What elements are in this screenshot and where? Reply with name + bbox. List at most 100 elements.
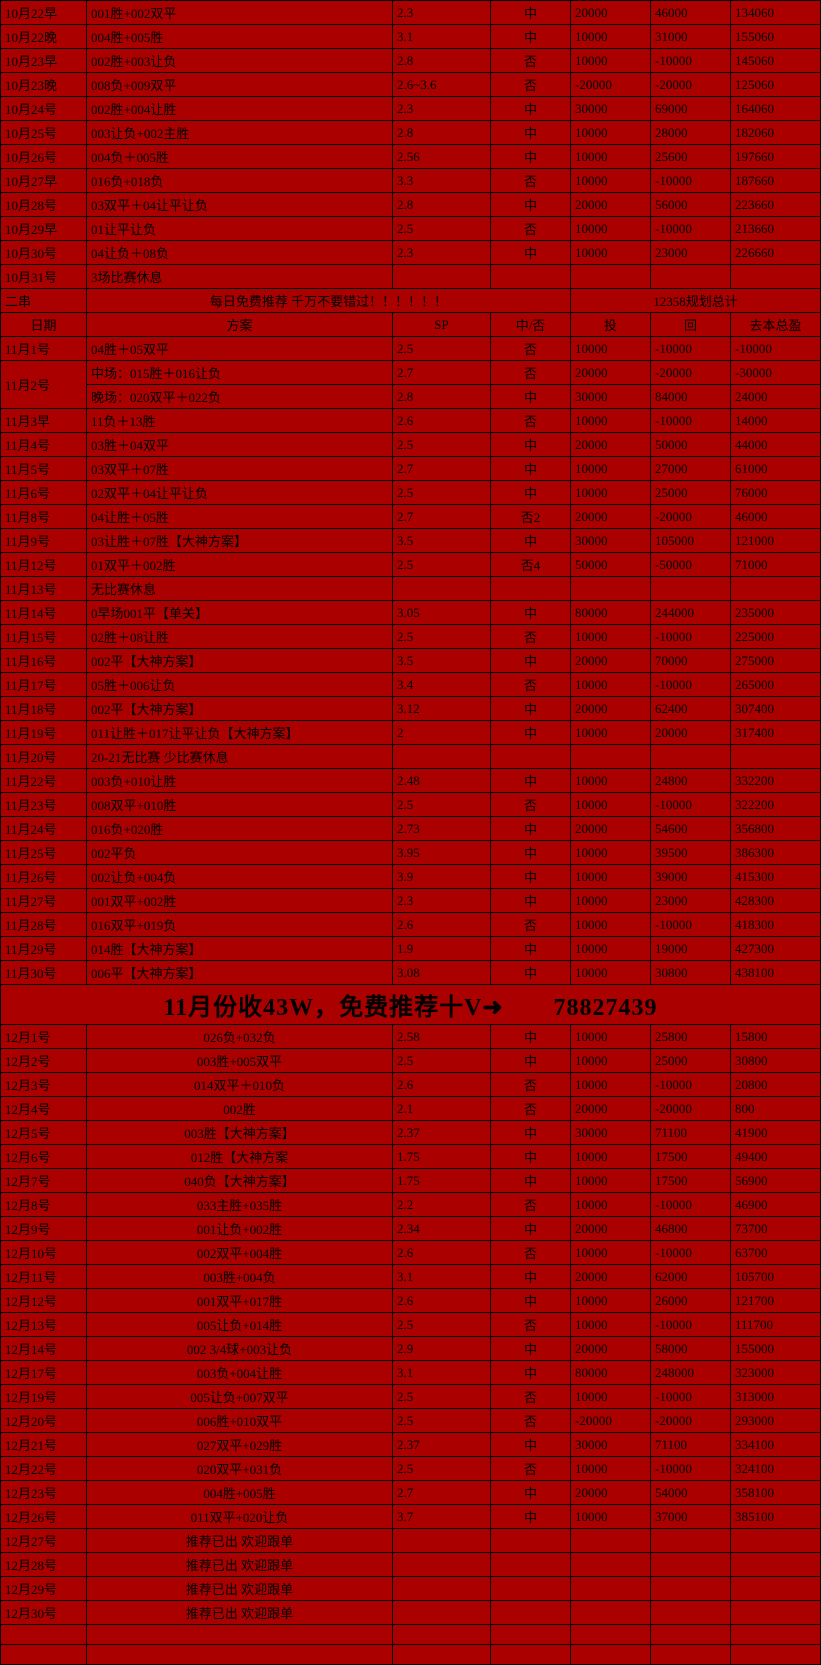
cell: 62000: [651, 1265, 731, 1289]
cell: 10000: [571, 769, 651, 793]
table-row: 12月10号002双平+004胜2.6否10000-1000063700: [1, 1241, 821, 1265]
cell: 293000: [731, 1409, 821, 1433]
cell: 23000: [651, 241, 731, 265]
table-row: 11月14号0早场001平【单关】3.05中80000244000235000: [1, 601, 821, 625]
table-row: 11月13号无比赛休息: [1, 577, 821, 601]
table-row: 12月6号012胜【大神方案1.75中100001750049400: [1, 1145, 821, 1169]
cell: 中: [491, 1049, 571, 1073]
cell: 80000: [571, 601, 651, 625]
cell: 2.73: [393, 817, 491, 841]
cell: 20000: [571, 697, 651, 721]
cell: 54000: [651, 1481, 731, 1505]
cell: 10000: [571, 721, 651, 745]
cell: 46000: [731, 505, 821, 529]
cell: 12月12号: [1, 1289, 87, 1313]
cell: 中: [491, 1337, 571, 1361]
cell: 10000: [571, 1049, 651, 1073]
cell: 04让负＋08负: [87, 241, 393, 265]
cell: [393, 745, 491, 769]
cell: 25800: [651, 1025, 731, 1049]
cell: -10000: [651, 337, 731, 361]
cell: 213660: [731, 217, 821, 241]
cell: 10000: [571, 169, 651, 193]
cell: 20-21无比赛 少比赛休息: [87, 745, 393, 769]
cell: 3.3: [393, 169, 491, 193]
cell: 164060: [731, 97, 821, 121]
cell: 46000: [651, 1, 731, 25]
cell: 11月18号: [1, 697, 87, 721]
table-row: 12月22号020双平+031负2.5否10000-10000324100: [1, 1457, 821, 1481]
cell: 2.5: [393, 1409, 491, 1433]
cell: 248000: [651, 1361, 731, 1385]
cell: 187660: [731, 169, 821, 193]
table-row: 10月25号003让负+002主胜2.8中1000028000182060: [1, 121, 821, 145]
cell: 50000: [571, 553, 651, 577]
cell: 20000: [571, 1481, 651, 1505]
cell: 11月6号: [1, 481, 87, 505]
cell: 12月6号: [1, 1145, 87, 1169]
cell: 否: [491, 913, 571, 937]
cell: 2.3: [393, 97, 491, 121]
cell: 020双平+031负: [87, 1457, 393, 1481]
cell: 105700: [731, 1265, 821, 1289]
table-row: 12月21号027双平+029胜2.37中3000071100334100: [1, 1433, 821, 1457]
cell: 11月5号: [1, 457, 87, 481]
cell: [571, 1529, 651, 1553]
cell: 中: [491, 1, 571, 25]
cell: 0早场001平【单关】: [87, 601, 393, 625]
cell: 003胜【大神方案】: [87, 1121, 393, 1145]
cell: -10000: [651, 1385, 731, 1409]
cell: 否: [491, 1073, 571, 1097]
cell: 中: [491, 1433, 571, 1457]
table-row: 11月30号006平【大神方案】3.08中1000030800438100: [1, 961, 821, 985]
cell: 12月22号: [1, 1457, 87, 1481]
cell: 10月31号: [1, 265, 87, 289]
cell: 2.5: [393, 217, 491, 241]
cell: 2.5: [393, 433, 491, 457]
cell: [731, 745, 821, 769]
cell: 12月23号: [1, 1481, 87, 1505]
cell: 10000: [571, 1289, 651, 1313]
cell: 145060: [731, 49, 821, 73]
cell: 332200: [731, 769, 821, 793]
cell: 中: [491, 241, 571, 265]
cell: 中: [491, 1481, 571, 1505]
cell: 11月30号: [1, 961, 87, 985]
table-row: 11月1号04胜＋05双平2.5否10000-10000-10000: [1, 337, 821, 361]
cell: 10000: [571, 1193, 651, 1217]
table-row: 11月18号002平【大神方案】3.12中2000062400307400: [1, 697, 821, 721]
cell: 15800: [731, 1025, 821, 1049]
cell: 10000: [571, 793, 651, 817]
cell: 20000: [651, 721, 731, 745]
cell: 11月17号: [1, 673, 87, 697]
cell: 3.12: [393, 697, 491, 721]
cell: 11月23号: [1, 793, 87, 817]
cell: 334100: [731, 1433, 821, 1457]
cell: 006平【大神方案】: [87, 961, 393, 985]
cell: 中: [491, 721, 571, 745]
cell: 11月12号: [1, 553, 87, 577]
cell: 105000: [651, 529, 731, 553]
table-row: 12月27号推荐已出 欢迎跟单: [1, 1529, 821, 1553]
table-row: [1, 1645, 821, 1665]
cell: 20800: [731, 1073, 821, 1097]
cell: 20000: [571, 1097, 651, 1121]
cell: 2.8: [393, 49, 491, 73]
cell: 1.9: [393, 937, 491, 961]
cell: 1.75: [393, 1145, 491, 1169]
cell: 2.48: [393, 769, 491, 793]
cell: [731, 1529, 821, 1553]
cell: 2.8: [393, 121, 491, 145]
cell: 12月7号: [1, 1169, 87, 1193]
cell: 20000: [571, 649, 651, 673]
cell: 2.5: [393, 1313, 491, 1337]
table-row: 11月26号002让负+004负3.9中1000039000415300: [1, 865, 821, 889]
cell: 56900: [731, 1169, 821, 1193]
cell: 418300: [731, 913, 821, 937]
cell: -10000: [651, 49, 731, 73]
cell: 003让负+002主胜: [87, 121, 393, 145]
cell: 2.7: [393, 361, 491, 385]
cell: 11月27号: [1, 889, 87, 913]
cell: 235000: [731, 601, 821, 625]
cell: 005让负+007双平: [87, 1385, 393, 1409]
